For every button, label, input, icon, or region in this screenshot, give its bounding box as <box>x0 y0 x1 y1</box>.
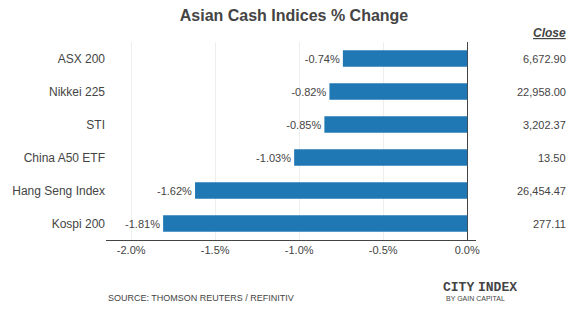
svg-text:Close: Close <box>533 26 566 40</box>
svg-text:22,958.00: 22,958.00 <box>517 86 566 98</box>
svg-text:INDEX: INDEX <box>478 280 517 295</box>
svg-text:0.0%: 0.0% <box>455 244 480 256</box>
svg-text:Kospi 200: Kospi 200 <box>52 217 106 231</box>
svg-text:STI: STI <box>86 118 105 132</box>
svg-text:-0.74%: -0.74% <box>305 53 340 65</box>
svg-text:Nikkei 225: Nikkei 225 <box>49 85 105 99</box>
svg-text:ASX 200: ASX 200 <box>58 52 106 66</box>
svg-text:BY GAIN CAPITAL: BY GAIN CAPITAL <box>446 295 505 302</box>
svg-text:13.50: 13.50 <box>538 152 566 164</box>
svg-text:-1.81%: -1.81% <box>125 218 160 230</box>
svg-text:-1.0%: -1.0% <box>285 244 314 256</box>
svg-text:-1.62%: -1.62% <box>157 185 192 197</box>
svg-text:277.11: 277.11 <box>533 218 566 230</box>
svg-text:-1.03%: -1.03% <box>256 152 291 164</box>
svg-text:3,202.37: 3,202.37 <box>523 119 566 131</box>
svg-text:-0.82%: -0.82% <box>291 86 326 98</box>
svg-text:-0.5%: -0.5% <box>369 244 398 256</box>
svg-text:China A50 ETF: China A50 ETF <box>24 151 105 165</box>
svg-text:6,672.90: 6,672.90 <box>523 53 566 65</box>
svg-text:CITY: CITY <box>443 280 474 295</box>
svg-text:26,454.47: 26,454.47 <box>517 185 566 197</box>
svg-text:-2.0%: -2.0% <box>117 244 146 256</box>
svg-text:Asian Cash Indices % Change: Asian Cash Indices % Change <box>180 7 409 24</box>
svg-text:-0.85%: -0.85% <box>286 119 321 131</box>
svg-text:Hang Seng Index: Hang Seng Index <box>12 184 105 198</box>
svg-text:-1.5%: -1.5% <box>201 244 230 256</box>
svg-text:SOURCE: THOMSON REUTERS / REFI: SOURCE: THOMSON REUTERS / REFINITIV <box>108 293 294 303</box>
